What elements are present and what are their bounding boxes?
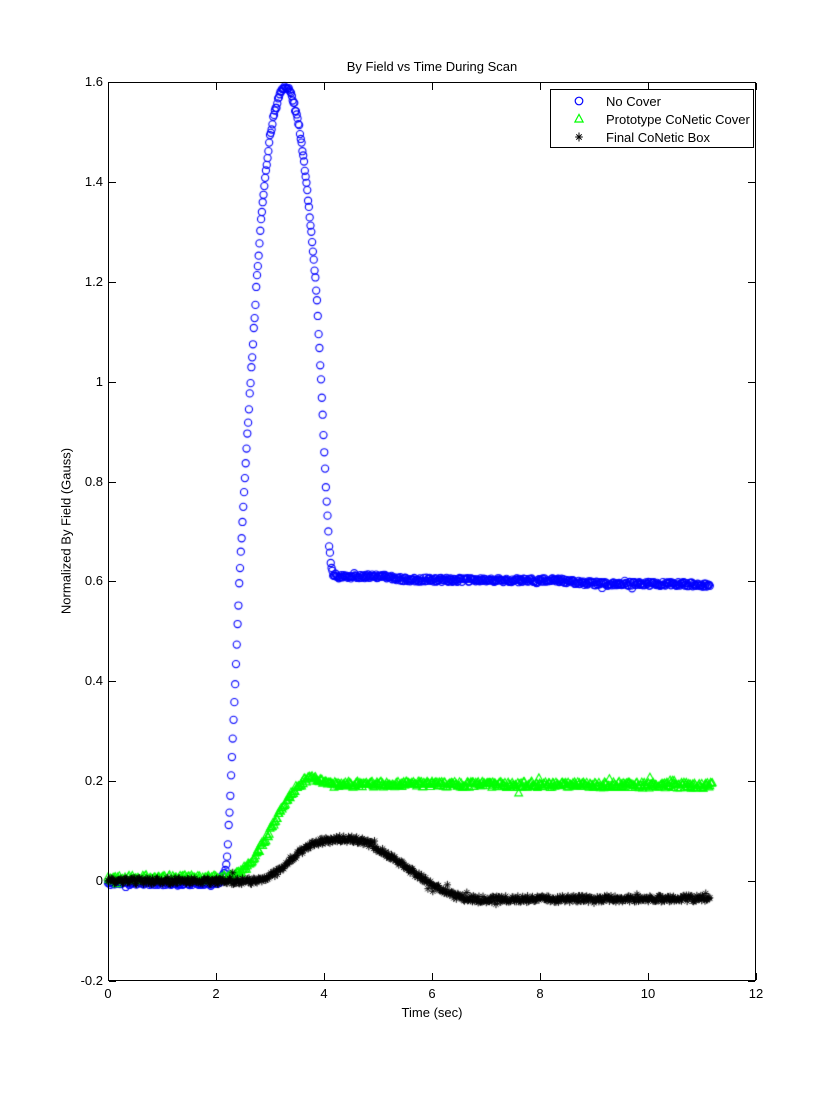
x-tick-label: 2 bbox=[212, 986, 220, 1001]
y-tick-label: 1.4 bbox=[84, 173, 103, 189]
axes-box bbox=[108, 82, 757, 982]
x-axis-label: Time (sec) bbox=[401, 1005, 463, 1020]
legend: No Cover Prototype CoNetic Cover Final C… bbox=[550, 89, 754, 148]
triangle-marker-icon bbox=[571, 111, 587, 127]
y-axis-label: Normalized By Field (Gauss) bbox=[58, 447, 74, 615]
x-tick-label: 8 bbox=[536, 986, 544, 1001]
plot-border bbox=[108, 82, 756, 981]
y-tick-label: 0.2 bbox=[84, 773, 103, 789]
y-tick-label: 1.6 bbox=[84, 74, 103, 89]
legend-label: Final CoNetic Box bbox=[606, 129, 711, 145]
y-tick-label: 1 bbox=[95, 373, 103, 389]
circle-marker-icon bbox=[571, 93, 587, 109]
plot-area bbox=[96, 70, 768, 993]
y-tick-label: -0.2 bbox=[80, 973, 103, 988]
data-points-canvas bbox=[96, 70, 768, 993]
asterisk-marker-icon bbox=[571, 129, 587, 145]
legend-item-no-cover: No Cover bbox=[551, 92, 753, 110]
legend-label: No Cover bbox=[606, 93, 661, 109]
y-tick-label: 0.6 bbox=[84, 573, 103, 589]
x-tick-label: 6 bbox=[428, 986, 436, 1001]
x-tick-label: 0 bbox=[104, 986, 112, 1001]
legend-item-final-conetic-box: Final CoNetic Box bbox=[551, 128, 753, 146]
y-tick-label: 0.4 bbox=[84, 673, 103, 689]
y-tick-label: 0 bbox=[95, 873, 103, 889]
x-tick-label: 10 bbox=[640, 986, 656, 1001]
legend-label: Prototype CoNetic Cover bbox=[606, 111, 750, 127]
x-tick-label: 4 bbox=[320, 986, 328, 1001]
x-tick-label: 12 bbox=[748, 986, 764, 1001]
y-tick-label: 1.2 bbox=[84, 273, 103, 289]
legend-item-prototype-conetic-cover: Prototype CoNetic Cover bbox=[551, 110, 753, 128]
y-tick-label: 0.8 bbox=[84, 473, 103, 489]
